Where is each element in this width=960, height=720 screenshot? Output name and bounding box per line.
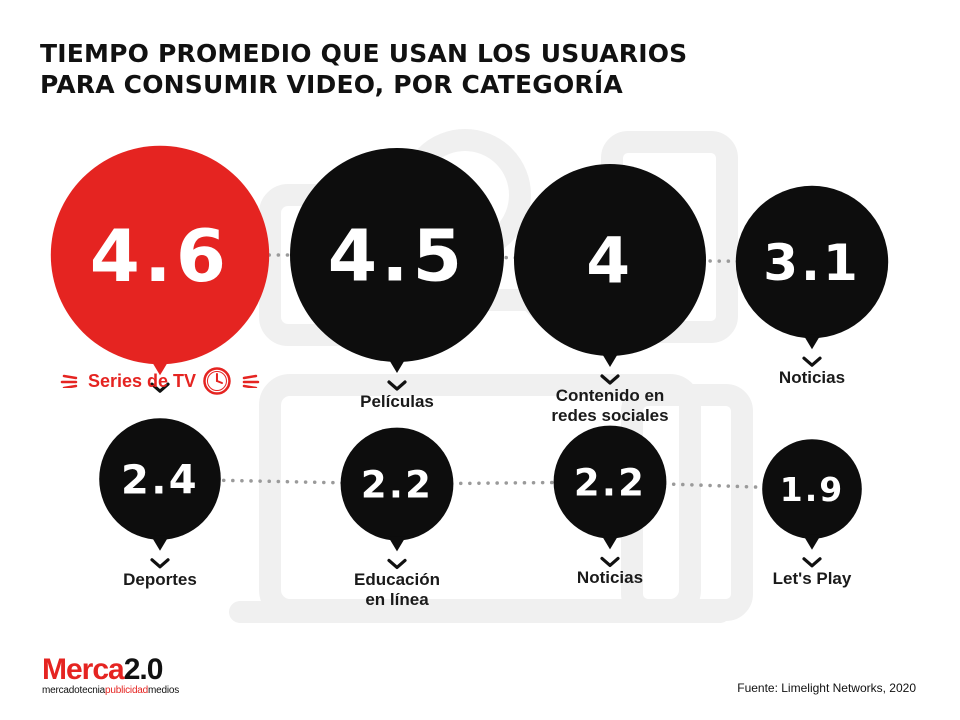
chevron-down-icon <box>387 558 407 570</box>
value-label: 4.5 <box>328 215 467 298</box>
logo-merca: Merca <box>42 653 125 686</box>
bubble <box>290 148 504 362</box>
chevron-down-icon <box>600 556 620 568</box>
chart-title: TIEMPO PROMEDIO QUE USAN LOS USUARIOS PA… <box>40 38 800 100</box>
bubble-pointer <box>388 358 406 373</box>
bubble-pointer <box>388 536 406 552</box>
clock-icon <box>203 367 231 395</box>
value-label: 1.9 <box>780 470 844 509</box>
chevron-down-icon <box>150 558 170 569</box>
category-label: Let's Play <box>772 568 852 588</box>
chevron-down-icon <box>802 356 822 367</box>
value-label: 3.1 <box>763 234 861 292</box>
chevron-down-icon <box>600 374 620 385</box>
category-label-highlight: Series de TV <box>87 370 197 391</box>
logo-tagline: mercadotecniapublicidadmedios <box>42 685 179 696</box>
title-line-2: PARA CONSUMIR VIDEO, POR CATEGORÍA <box>40 70 623 99</box>
bubble <box>99 418 221 540</box>
bubble <box>735 185 889 339</box>
bubble-pointer <box>803 534 821 550</box>
logo-sub-c: medios <box>148 685 180 696</box>
connector-dots <box>608 258 814 264</box>
category-label: Películas <box>360 392 434 411</box>
merca-logo: Merca2.0 mercadotecniapublicidadmedios <box>42 655 179 697</box>
emphasis-dashes-left-icon <box>60 374 78 388</box>
bubble-pointer <box>601 352 619 367</box>
logo-sub-a: mercadotecnia <box>42 685 105 696</box>
chevron-down-icon <box>387 380 407 391</box>
bubble-pointer <box>601 534 619 550</box>
category-label: Educación en línea <box>354 570 440 610</box>
bubble-pointer <box>151 535 169 551</box>
connector-dots <box>608 480 814 491</box>
bubble <box>762 439 862 539</box>
bubble-pointer <box>803 334 821 350</box>
value-label: 2.4 <box>121 457 199 503</box>
category-label: Deportes <box>123 569 197 589</box>
source-note: Fuente: Limelight Networks, 2020 <box>737 681 916 695</box>
value-label: 4 <box>586 225 634 298</box>
logo-sub-b: publicidad <box>105 685 149 696</box>
value-label: 4.6 <box>90 214 231 298</box>
bubble <box>514 164 706 356</box>
connector-dots <box>158 477 399 486</box>
highlight-category: Series de TV <box>60 366 260 396</box>
logo-wordmark: Merca2.0 <box>42 655 179 685</box>
title-line-1: TIEMPO PROMEDIO QUE USAN LOS USUARIOS <box>40 39 688 68</box>
chevron-down-icon <box>802 557 822 568</box>
bubble <box>50 145 270 365</box>
category-label: Noticias <box>576 568 644 588</box>
bubble <box>340 427 454 541</box>
category-label: Contenido en redes sociales <box>551 386 669 425</box>
value-label: 2.2 <box>574 461 646 504</box>
value-label: 2.2 <box>361 463 433 506</box>
logo-two: 2.0 <box>123 653 164 686</box>
emphasis-dashes-right-icon <box>242 374 260 388</box>
category-label: Noticias <box>778 368 846 388</box>
bubble-pointer <box>151 360 169 376</box>
bubble <box>553 425 667 539</box>
chevron-down-icon <box>150 382 170 393</box>
